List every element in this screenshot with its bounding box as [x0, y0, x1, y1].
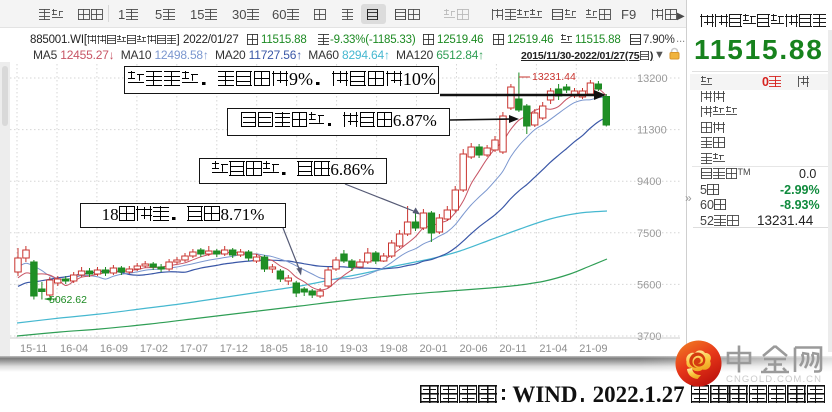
svg-text:18-10: 18-10 — [300, 343, 328, 355]
svg-text:19-03: 19-03 — [340, 343, 368, 355]
svg-text:3700: 3700 — [637, 331, 661, 343]
svg-text:21-09: 21-09 — [579, 343, 607, 355]
svg-text:5062.62: 5062.62 — [49, 294, 87, 306]
svg-text:18-05: 18-05 — [260, 343, 288, 355]
svg-text:21-04: 21-04 — [539, 343, 567, 355]
svg-text:20-06: 20-06 — [460, 343, 488, 355]
svg-text:9400: 9400 — [637, 176, 661, 188]
svg-text:11300: 11300 — [637, 125, 667, 137]
svg-text:13200: 13200 — [637, 73, 668, 85]
svg-text:20-01: 20-01 — [420, 343, 448, 355]
svg-text:16-09: 16-09 — [100, 343, 128, 355]
svg-text:13231.44: 13231.44 — [532, 71, 576, 83]
svg-text:20-11: 20-11 — [499, 343, 526, 355]
svg-text:7500: 7500 — [637, 228, 661, 240]
svg-text:5600: 5600 — [637, 279, 661, 291]
svg-text:17-07: 17-07 — [180, 343, 208, 355]
svg-text:15-11: 15-11 — [20, 343, 47, 355]
svg-text:19-08: 19-08 — [380, 343, 408, 355]
svg-text:17-12: 17-12 — [220, 343, 248, 355]
svg-text:17-02: 17-02 — [140, 343, 168, 355]
svg-text:16-04: 16-04 — [60, 343, 88, 355]
